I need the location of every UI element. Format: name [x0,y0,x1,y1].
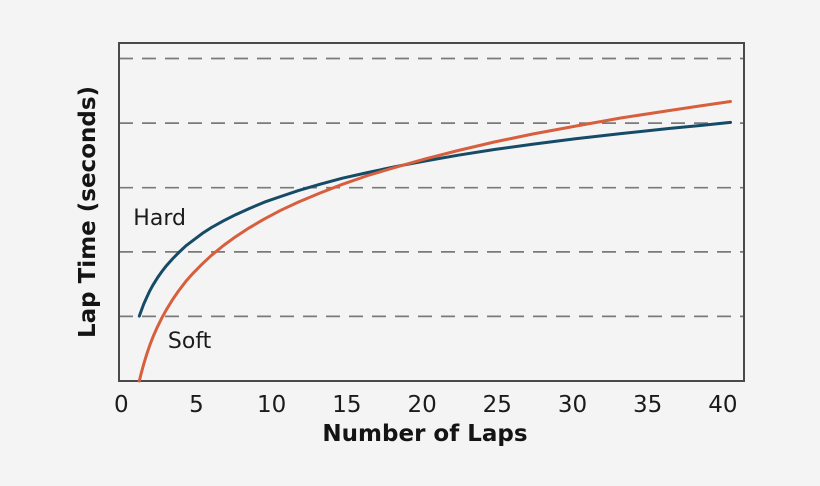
x-tick-label: 40 [708,392,737,418]
series-labels-group: Hard Soft [133,206,211,354]
x-tick-label: 30 [558,392,587,418]
series-label-soft: Soft [168,329,212,354]
x-tick-label: 20 [407,392,436,418]
x-tick-label: 10 [257,392,286,418]
y-axis-title: Lap Time (seconds) [75,86,101,338]
x-tick-label: 25 [483,392,512,418]
x-axis-title: Number of Laps [322,421,527,447]
x-tick-label: 15 [332,392,361,418]
series-label-hard: Hard [133,206,186,231]
x-tick-label: 5 [189,392,204,418]
hard-series-line [137,120,732,318]
soft-series-line [137,100,732,383]
x-tick-label: 0 [114,392,129,418]
series-group [137,100,732,383]
gridlines-group [119,57,744,318]
x-tick-labels-group: 0 5 10 15 20 25 30 35 40 [114,392,738,418]
x-tick-label: 35 [633,392,662,418]
plot-frame [118,42,745,382]
